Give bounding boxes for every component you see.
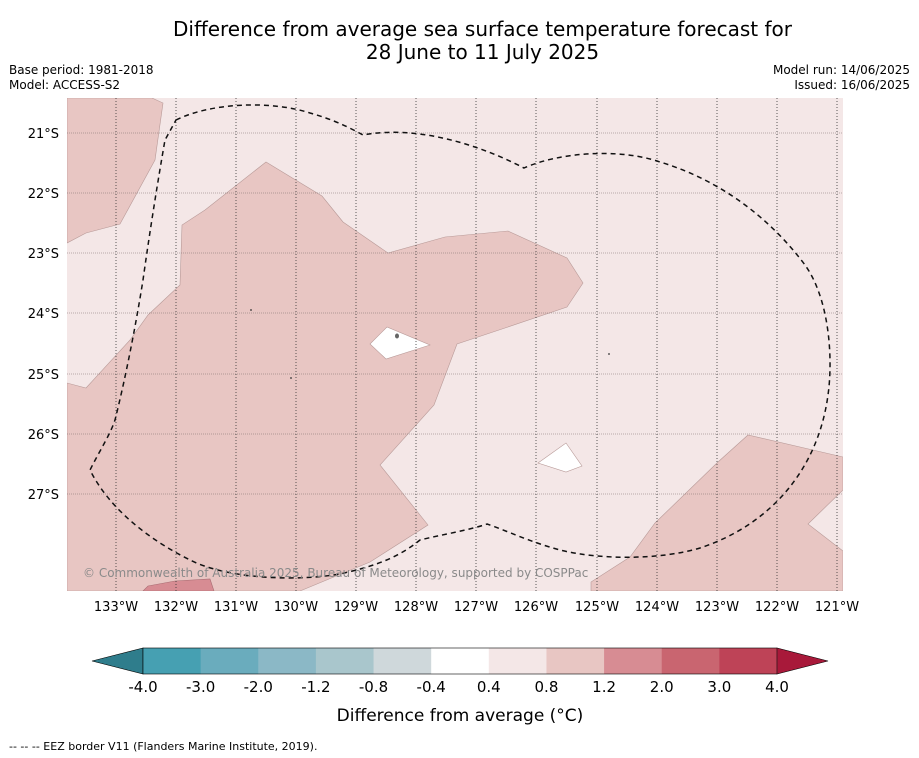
lon-label: 129°W — [334, 600, 378, 615]
anomaly-region-1.2-2.0 — [142, 578, 215, 591]
colorbar-title: Difference from average (°C) — [337, 706, 584, 726]
colorbar-segment — [315, 648, 375, 674]
map-plot-area: © Commonwealth of Australia 2025, Bureau… — [67, 98, 843, 591]
colorbar-tick-label: -1.2 — [301, 678, 330, 696]
issued-date: Issued: 16/06/2025 — [794, 78, 910, 92]
base-period: Base period: 1981-2018 — [9, 63, 154, 77]
title-line-1: Difference from average sea surface temp… — [172, 17, 792, 41]
lon-label: 125°W — [575, 600, 619, 615]
colorbar-tick-label: 0.8 — [535, 678, 559, 696]
island-marker — [250, 309, 252, 311]
colorbar-tick-label: 2.0 — [650, 678, 674, 696]
colorbar-segment — [373, 648, 432, 674]
lon-label: 122°W — [755, 600, 799, 615]
lon-label: 123°W — [695, 600, 739, 615]
colorbar-tick-label: 3.0 — [707, 678, 731, 696]
lon-label: 127°W — [454, 600, 498, 615]
title-line-2: 28 June to 11 July 2025 — [365, 40, 600, 64]
lon-label: 121°W — [815, 600, 859, 615]
lat-label: 23°S — [28, 247, 59, 262]
lat-label: 26°S — [28, 428, 59, 443]
model-name: Model: ACCESS-S2 — [9, 78, 121, 92]
anomaly-region-nw — [67, 98, 164, 244]
colorbar-border — [142, 647, 778, 675]
colorbar-segment — [200, 648, 259, 674]
lon-label: 132°W — [154, 600, 198, 615]
colorbar-extend-high — [776, 647, 829, 675]
island-marker — [290, 377, 292, 379]
island-marker — [395, 333, 399, 339]
colorbar-extend-low — [91, 647, 144, 675]
map-title: Difference from average sea surface temp… — [130, 18, 835, 64]
colorbar-tick-label: 1.2 — [592, 678, 616, 696]
colorbar-tick-label: -2.0 — [244, 678, 273, 696]
colorbar-segment — [604, 648, 663, 674]
colorbar: -4.0 -3.0 -2.0 -1.2 -0.8 -0.4 0.4 0.8 1.2 2.0 3.0 4… — [91, 647, 829, 696]
anomaly-region-0.8-1.2 — [67, 161, 584, 591]
lat-label: 21°S — [28, 127, 59, 142]
colorbar-tick-label: 4.0 — [765, 678, 789, 696]
colorbar-segment — [143, 648, 202, 674]
eez-border — [89, 104, 831, 579]
lat-label: 22°S — [28, 187, 59, 202]
colorbar-tick-label: 0.4 — [477, 678, 501, 696]
run-info-left: Base period: 1981-2018 Model: ACCESS-S2 — [9, 63, 154, 93]
lat-label: 24°S — [28, 307, 59, 322]
colorbar-segment — [488, 648, 547, 674]
lon-label: 126°W — [514, 600, 558, 615]
colorbar-tick-label: -3.0 — [186, 678, 215, 696]
lon-label: 130°W — [274, 600, 318, 615]
colorbar-tick-label: -4.0 — [128, 678, 157, 696]
lat-label: 27°S — [28, 488, 59, 503]
model-run-date: Model run: 14/06/2025 — [772, 63, 910, 77]
eez-footnote: -- -- -- EEZ border V11 (Flanders Marine… — [9, 740, 318, 753]
latitude-labels: 21°S 22°S 23°S 24°S 25°S 26°S 27°S — [28, 127, 59, 503]
lon-label: 124°W — [635, 600, 679, 615]
latitude-gridlines — [67, 132, 843, 495]
run-info-right: Model run: 14/06/2025 Issued: 16/06/2025 — [773, 63, 910, 93]
copyright-credit: © Commonwealth of Australia 2025, Bureau… — [83, 566, 588, 580]
lon-label: 133°W — [94, 600, 138, 615]
lat-label: 25°S — [28, 368, 59, 383]
colorbar-segment — [258, 648, 317, 674]
colorbar-tick-label: -0.8 — [359, 678, 388, 696]
colorbar-segment — [546, 648, 605, 674]
colorbar-segment — [431, 648, 490, 674]
longitude-labels: 133°W 132°W 131°W 130°W 129°W 128°W 127°… — [94, 600, 859, 615]
colorbar-segment — [719, 648, 778, 674]
near-average-patch-2 — [537, 442, 583, 473]
near-average-patch-1 — [369, 326, 431, 360]
lon-label: 131°W — [214, 600, 258, 615]
colorbar-tick-label: -0.4 — [417, 678, 446, 696]
colorbar-segment — [661, 648, 720, 674]
longitude-gridlines — [115, 98, 838, 591]
lon-label: 128°W — [394, 600, 438, 615]
island-marker — [608, 353, 610, 355]
